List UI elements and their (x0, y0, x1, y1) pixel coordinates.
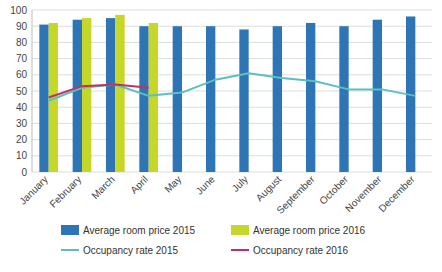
y-tick-label: 80 (16, 37, 28, 48)
x-tick-label: December (376, 173, 417, 214)
x-tick-label: October (317, 173, 350, 206)
bar (306, 23, 315, 172)
y-tick-label: 90 (16, 21, 28, 32)
y-tick-label: 40 (16, 102, 28, 113)
legend-label: Average room price 2016 (253, 225, 366, 236)
grid-line (32, 172, 432, 173)
x-tick-label: July (230, 174, 250, 194)
bar (273, 26, 282, 172)
y-tick-label: 50 (16, 86, 28, 97)
x-tick-label: February (47, 174, 83, 210)
grid-line (32, 58, 432, 59)
bar (339, 26, 348, 172)
legend-label: Occupancy rate 2015 (83, 245, 178, 256)
bar (39, 25, 48, 172)
x-tick-label: March (89, 174, 116, 201)
grid-line (32, 123, 432, 124)
x-tick-label: May (162, 174, 183, 195)
plot-area (39, 15, 415, 172)
grid-line (32, 139, 432, 140)
y-tick-label: 30 (16, 118, 28, 129)
legend-swatch (61, 225, 79, 235)
y-tick-label: 70 (16, 53, 28, 64)
bar (73, 20, 82, 172)
bar (149, 23, 158, 172)
x-tick-label: April (128, 174, 150, 196)
legend-swatch (231, 225, 249, 235)
line (49, 73, 416, 101)
bar (373, 20, 382, 172)
legend-label: Average room price 2015 (83, 225, 196, 236)
y-tick-label: 60 (16, 69, 28, 80)
y-tick-label: 20 (16, 134, 28, 145)
legend-label: Occupancy rate 2016 (253, 245, 348, 256)
bar (206, 26, 215, 172)
grid-line (32, 91, 432, 92)
bar (173, 26, 182, 172)
bar (106, 18, 115, 172)
legend-swatch (231, 249, 249, 251)
bar (239, 29, 248, 172)
y-tick-label: 0 (21, 167, 27, 178)
x-tick-label: June (194, 173, 217, 196)
y-tick-label: 10 (16, 150, 28, 161)
x-tick-label: September (274, 173, 317, 216)
chart: 0 10 20 30 40 50 60 70 80 90 100 JanuaryFebruaryMar… (0, 0, 442, 272)
grid-line (32, 42, 432, 43)
legend-swatch (61, 249, 79, 251)
bar (139, 26, 148, 172)
grid-line (32, 74, 432, 75)
grid-line (32, 107, 432, 108)
grid-line (32, 26, 432, 27)
line (49, 85, 149, 98)
y-axis-line (32, 10, 33, 172)
x-tick-label: August (254, 173, 284, 203)
grid-line (32, 10, 432, 11)
grid-line (32, 155, 432, 156)
bar (115, 15, 124, 172)
bar (82, 18, 91, 172)
x-tick-label: January (17, 174, 50, 207)
y-tick-label: 100 (10, 5, 27, 16)
